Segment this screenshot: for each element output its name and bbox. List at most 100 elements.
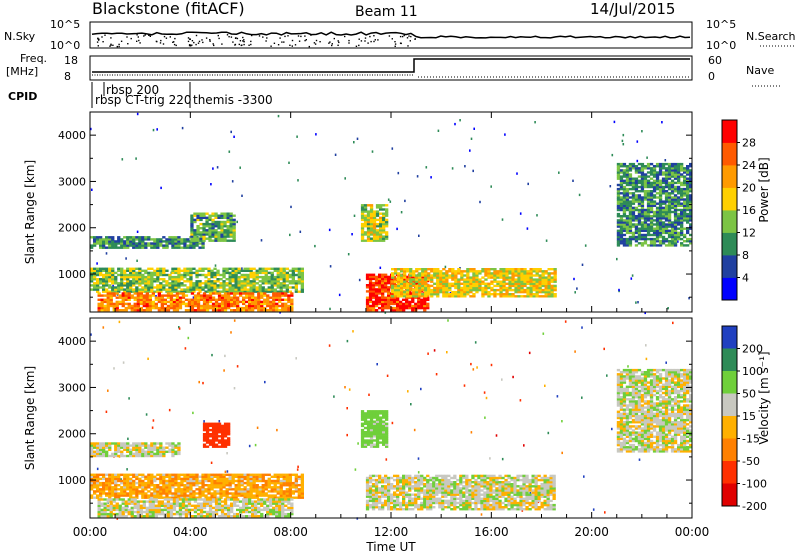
- heatmap-cell: [258, 271, 262, 275]
- heatmap-cell: [192, 267, 196, 270]
- heatmap-cell: [658, 204, 663, 207]
- heatmap-cell: [640, 185, 645, 189]
- heatmap-cell: [153, 496, 157, 499]
- heatmap-cell: [153, 452, 157, 456]
- noise-cell: [622, 143, 625, 146]
- heatmap-cell: [381, 309, 385, 312]
- nsearch-point: [373, 35, 375, 37]
- heatmap-cell: [360, 214, 365, 217]
- heatmap-cell: [658, 192, 663, 195]
- heatmap-cell: [219, 284, 223, 287]
- heatmap-cell: [634, 244, 639, 247]
- heatmap-cell: [90, 488, 94, 491]
- heatmap-cell: [661, 185, 666, 189]
- heatmap-cell: [156, 477, 160, 481]
- heatmap-cell: [99, 444, 103, 447]
- heatmap-cell: [222, 267, 226, 270]
- heatmap-cell: [379, 231, 383, 234]
- heatmap-cell: [439, 270, 443, 273]
- heatmap-cell: [379, 212, 383, 215]
- heatmap-cell: [105, 488, 109, 491]
- heatmap-cell: [275, 296, 279, 299]
- heatmap-cell: [198, 242, 202, 245]
- heatmap-cell: [686, 244, 690, 247]
- heatmap-cell: [683, 192, 687, 195]
- heatmap-cell: [108, 278, 112, 281]
- heatmap-cell: [220, 222, 224, 226]
- heatmap-cell: [294, 488, 298, 491]
- heatmap-cell: [129, 290, 133, 293]
- heatmap-cell: [227, 306, 231, 310]
- heatmap-cell: [96, 278, 100, 281]
- heatmap-cell: [683, 206, 687, 210]
- heatmap-cell: [640, 181, 645, 185]
- nsearch-point: [291, 39, 294, 42]
- heatmap-cell: [616, 194, 621, 197]
- heatmap-cell: [138, 448, 142, 451]
- heatmap-cell: [529, 282, 533, 285]
- heatmap-cell: [667, 175, 672, 178]
- heatmap-cell: [231, 492, 235, 495]
- heatmap-cell: [255, 490, 259, 493]
- heatmap-cell: [147, 494, 151, 497]
- heatmap-cell: [385, 214, 389, 217]
- heatmap-cell: [643, 240, 648, 243]
- heatmap-cell: [267, 477, 271, 481]
- heatmap-cell: [135, 278, 139, 281]
- heatmap-cell: [138, 473, 142, 476]
- nsearch-point: [273, 42, 276, 44]
- heatmap-cell: [273, 267, 277, 270]
- heatmap-cell: [168, 477, 172, 481]
- heatmap-cell: [646, 210, 651, 214]
- heatmap-cell: [300, 473, 304, 476]
- noise-cell: [358, 278, 361, 282]
- heatmap-cell: [670, 171, 675, 174]
- heatmap-cell: [475, 280, 479, 283]
- heatmap-cell: [658, 183, 663, 187]
- heatmap-cell: [532, 280, 536, 283]
- heatmap-cell: [220, 424, 225, 428]
- heatmap-cell: [202, 294, 207, 297]
- heatmap-cell: [652, 229, 657, 232]
- heatmap-cell: [159, 452, 163, 456]
- heatmap-cell: [168, 448, 172, 451]
- heatmap-cell: [661, 212, 666, 216]
- heatmap-cell: [396, 306, 400, 310]
- heatmap-cell: [460, 274, 464, 277]
- heatmap-cell: [631, 215, 636, 218]
- heatmap-cell: [126, 240, 130, 243]
- heatmap-cell: [643, 221, 648, 224]
- heatmap-cell: [190, 229, 194, 232]
- heatmap-cell: [105, 236, 109, 239]
- heatmap-cell: [147, 242, 151, 245]
- heatmap-cell: [99, 269, 103, 272]
- heatmap-cell: [677, 221, 681, 224]
- heatmap-cell: [174, 280, 178, 283]
- noise-cell: [107, 389, 109, 392]
- heatmap-cell: [290, 304, 294, 308]
- heatmap-cell: [108, 446, 112, 449]
- heatmap-cell: [201, 288, 205, 291]
- heatmap-cell: [171, 477, 175, 481]
- heatmap-cell: [242, 300, 246, 304]
- heatmap-cell: [150, 284, 154, 287]
- heatmap-cell: [93, 446, 97, 449]
- heatmap-cell: [417, 302, 421, 306]
- nsearch-point: [394, 41, 396, 43]
- heatmap-cell: [646, 208, 651, 212]
- heatmap-cell: [208, 225, 212, 228]
- heatmap-cell: [135, 282, 139, 285]
- heatmap-cell: [189, 496, 193, 499]
- heatmap-cell: [652, 173, 657, 176]
- heatmap-cell: [114, 496, 118, 499]
- heatmap-cell: [150, 479, 154, 483]
- heatmap-cell: [680, 242, 684, 245]
- heatmap-cell: [210, 282, 214, 285]
- heatmap-cell: [220, 296, 225, 299]
- heatmap-cell: [181, 296, 186, 299]
- freq-panel: Freq. [MHz] 18 8 Nave 60 0: [6, 52, 780, 87]
- heatmap-cell: [159, 473, 163, 476]
- nsearch-point: [355, 45, 358, 47]
- heatmap-cell: [207, 486, 211, 489]
- heatmap-cell: [397, 274, 401, 277]
